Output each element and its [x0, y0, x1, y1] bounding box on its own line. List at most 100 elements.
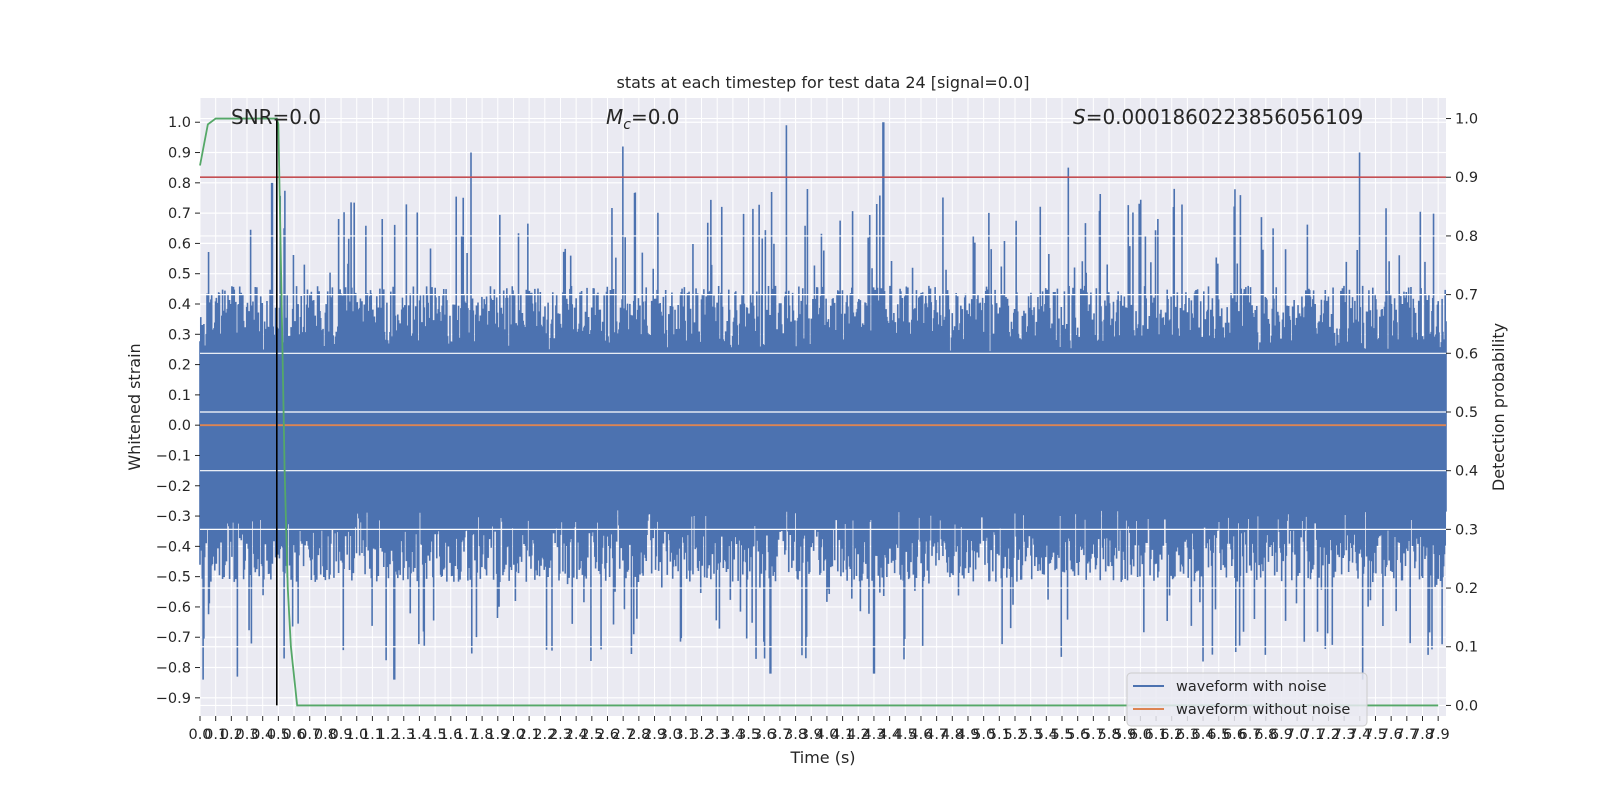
x-tick-label: 4.0 [815, 727, 838, 743]
x-tick-label: 7.6 [1380, 727, 1403, 743]
x-tick-label: 2.8 [627, 727, 650, 743]
x-tick-label: 6.9 [1270, 727, 1293, 743]
x-tick-label: 1.0 [345, 727, 368, 743]
x-tick-label: 7.8 [1411, 727, 1434, 743]
x-tick-label: 1.7 [455, 727, 478, 743]
x-tick-label: 7.4 [1348, 727, 1371, 743]
x-tick-label: 5.0 [972, 727, 995, 743]
x-tick-label: 0.3 [235, 727, 258, 743]
x-tick-label: 7.0 [1286, 727, 1309, 743]
x-tick-label: 6.0 [1129, 727, 1152, 743]
x-tick-label: 7.1 [1301, 727, 1324, 743]
x-tick-label: 2.4 [565, 727, 588, 743]
x-tick-label: 0.8 [314, 727, 337, 743]
series-waveform-with-noise [199, 122, 1447, 680]
y2-tick-label: 0.3 [1455, 522, 1478, 538]
y2-tick-label: 0.8 [1455, 229, 1478, 245]
y-tick-label: 1.0 [168, 115, 191, 131]
legend-label-waveform-with-noise: waveform with noise [1176, 679, 1327, 695]
y2-axis-label: Detection probability [1489, 323, 1508, 491]
x-tick-label: 7.3 [1333, 727, 1356, 743]
x-tick-label: 3.3 [706, 727, 729, 743]
legend: waveform with noise waveform without noi… [1126, 672, 1368, 727]
x-tick-label: 4.9 [956, 727, 979, 743]
s-annotation: S=0.0001860223856056109 [1073, 105, 1363, 129]
y-tick-label: 0.0 [168, 418, 191, 434]
x-tick-label: 6.8 [1254, 727, 1277, 743]
y-tick-label: 0.1 [168, 388, 191, 404]
y-axis-ticks: 1.0 0.9 0.8 0.7 0.6 0.5 0.4 0.3 0.2 0.1 0.0 −0.1 −0.… [156, 115, 200, 707]
y-tick-label: 0.8 [168, 176, 191, 192]
x-tick-label: 2.0 [502, 727, 525, 743]
x-tick-label: 2.5 [580, 727, 603, 743]
chirp-mass-subscript: c [623, 117, 631, 133]
x-tick-label: 1.4 [408, 727, 431, 743]
x-tick-label: 2.6 [596, 727, 619, 743]
y-tick-label: 0.5 [168, 267, 191, 283]
x-tick-label: 6.1 [1145, 727, 1168, 743]
x-tick-label: 4.2 [847, 727, 870, 743]
y2-tick-label: 0.4 [1455, 464, 1478, 480]
snr-annotation: SNR=0.0 [231, 105, 321, 129]
x-tick-label: 7.5 [1364, 727, 1387, 743]
x-tick-label: 0.7 [298, 727, 321, 743]
x-tick-label: 5.9 [1113, 727, 1136, 743]
x-tick-label: 4.5 [894, 727, 917, 743]
y2-axis-ticks: 1.0 0.9 0.8 0.7 0.6 0.5 0.4 0.3 0.2 0.1 0.0 [1446, 112, 1478, 714]
y2-tick-label: 0.7 [1455, 288, 1478, 304]
x-tick-label: 2.9 [643, 727, 666, 743]
x-tick-label: 0.2 [220, 727, 243, 743]
x-tick-label: 1.3 [392, 727, 415, 743]
s-value: =0.0001860223856056109 [1086, 105, 1364, 129]
x-tick-label: 6.7 [1239, 727, 1262, 743]
y-tick-label: −0.7 [156, 630, 191, 646]
x-tick-label: 6.4 [1192, 727, 1215, 743]
y-tick-label: −0.4 [156, 539, 191, 555]
chart-title: stats at each timestep for test data 24 … [617, 73, 1030, 92]
noise-waveform-path [199, 122, 1447, 680]
x-tick-label: 1.1 [361, 727, 384, 743]
x-axis-ticks: 0.00.10.20.30.40.50.60.70.80.91.01.11.21… [188, 716, 1450, 743]
legend-box [1126, 672, 1368, 727]
x-tick-label: 5.3 [1019, 727, 1042, 743]
y-tick-label: −0.9 [156, 691, 191, 707]
y-tick-label: −0.2 [156, 479, 191, 495]
y-axis-label: Whitened strain [125, 343, 144, 470]
x-tick-label: 3.9 [800, 727, 823, 743]
x-tick-label: 5.2 [1003, 727, 1026, 743]
x-tick-label: 0.5 [267, 727, 290, 743]
x-tick-label: 3.7 [768, 727, 791, 743]
x-tick-label: 7.9 [1427, 727, 1450, 743]
x-tick-label: 2.7 [612, 727, 635, 743]
x-tick-label: 0.4 [251, 727, 274, 743]
x-tick-label: 5.7 [1082, 727, 1105, 743]
x-tick-label: 3.5 [737, 727, 760, 743]
x-tick-label: 3.0 [659, 727, 682, 743]
x-tick-label: 3.1 [674, 727, 697, 743]
chirp-mass-annotation: Mc=0.0 [606, 105, 680, 133]
x-tick-label: 0.6 [283, 727, 306, 743]
overlay-grid [200, 117, 1446, 707]
y-tick-label: 0.9 [168, 146, 191, 162]
x-tick-label: 4.6 [909, 727, 932, 743]
x-tick-label: 4.8 [941, 727, 964, 743]
s-symbol: S [1073, 105, 1086, 129]
y-tick-label: 0.4 [168, 297, 191, 313]
x-tick-label: 0.9 [330, 727, 353, 743]
y-tick-label: −0.5 [156, 570, 191, 586]
y-tick-label: 0.7 [168, 206, 191, 222]
chirp-mass-value: =0.0 [631, 105, 680, 129]
x-tick-label: 2.1 [518, 727, 541, 743]
x-tick-label: 7.7 [1395, 727, 1418, 743]
x-tick-label: 4.4 [878, 727, 901, 743]
x-tick-label: 4.1 [831, 727, 854, 743]
x-tick-label: 2.2 [533, 727, 556, 743]
y2-tick-label: 0.6 [1455, 346, 1478, 362]
y-tick-label: −0.6 [156, 600, 191, 616]
x-tick-label: 1.2 [377, 727, 400, 743]
y-tick-label: −0.8 [156, 661, 191, 677]
x-tick-label: 5.8 [1098, 727, 1121, 743]
x-tick-label: 7.2 [1317, 727, 1340, 743]
x-tick-label: 4.3 [862, 727, 885, 743]
